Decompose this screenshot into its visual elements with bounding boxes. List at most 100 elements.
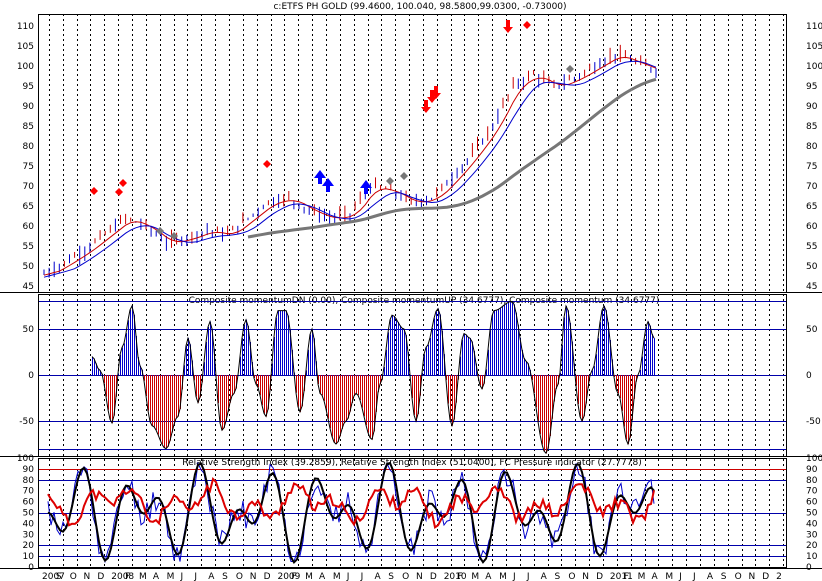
y-tick-label-left: 50 <box>23 325 35 335</box>
y-tick-label-left: 60 <box>23 222 35 232</box>
y-tick-label-right: 80 <box>806 142 818 152</box>
x-tick-label: A <box>651 572 658 581</box>
x-tick-label: 2011 <box>610 572 633 581</box>
signal-diamond-marker <box>386 177 394 185</box>
y-tick-label-right: 100 <box>806 454 822 464</box>
x-tick-label: 2 <box>776 572 782 581</box>
x-tick-label: M <box>638 572 646 581</box>
x-tick-label: O <box>735 572 742 581</box>
y-tick-label-right: 50 <box>806 509 818 519</box>
x-tick-label: 2008 <box>111 572 134 581</box>
y-tick-label-left: 50 <box>23 509 35 519</box>
rsi-black-line <box>47 461 655 565</box>
x-tick-label: D <box>264 572 271 581</box>
y-tick-label-right: 90 <box>806 102 818 112</box>
x-tick-label: M <box>139 572 147 581</box>
price-panel-title: c:ETFS PH GOLD (99.4600, 100.040, 98.580… <box>273 2 566 12</box>
y-tick-label-left: 100 <box>17 62 34 72</box>
signal-diamond-marker <box>115 188 123 196</box>
y-tick-label-left: 110 <box>17 22 34 32</box>
ma-short-line <box>43 56 657 276</box>
y-tick-label-left: 85 <box>23 122 34 132</box>
x-tick-label: J <box>193 572 197 581</box>
x-tick-label: F <box>291 572 296 581</box>
y-tick-label-left: 70 <box>23 487 35 497</box>
x-tick-label: D <box>596 572 603 581</box>
ma-long-line <box>247 77 657 239</box>
y-tick-label-right: 110 <box>806 22 822 32</box>
x-tick-label: S <box>222 572 228 581</box>
y-tick-label-right: 20 <box>806 541 818 551</box>
y-tick-label-right: 45 <box>806 282 817 292</box>
x-tick-label: D <box>97 572 104 581</box>
rsi-blue-line <box>47 461 655 564</box>
x-tick-label: S <box>388 572 394 581</box>
signal-diamond-marker <box>263 160 271 168</box>
y-tick-label-right: 90 <box>806 465 818 475</box>
x-tick-label: M <box>665 572 673 581</box>
x-tick-label: M <box>471 572 479 581</box>
x-tick-label: A <box>208 572 215 581</box>
signal-diamond-marker <box>170 232 178 240</box>
y-tick-label-left: 65 <box>23 202 34 212</box>
y-tick-label-right: 105 <box>806 42 822 52</box>
signal-diamond-marker <box>119 179 127 187</box>
y-tick-label-right: 100 <box>806 62 822 72</box>
x-tick-label: 2009 <box>277 572 300 581</box>
y-tick-label-left: 80 <box>23 142 35 152</box>
y-tick-label-right: -50 <box>806 417 821 427</box>
signal-diamond-marker <box>566 65 574 73</box>
x-tick-label: J <box>360 572 364 581</box>
x-tick-label: A <box>153 572 160 581</box>
x-tick-label: M <box>333 572 341 581</box>
x-tick-label: O <box>236 572 243 581</box>
ma-medium-line <box>43 60 657 278</box>
x-tick-label: D <box>762 572 769 581</box>
sell-arrow-marker <box>421 100 431 113</box>
momentum-line <box>91 300 655 455</box>
buy-arrow-marker <box>322 178 334 192</box>
x-tick-label: M <box>305 572 313 581</box>
x-tick-label: N <box>748 572 755 581</box>
y-tick-label-left: 75 <box>23 162 34 172</box>
x-tick-label: O <box>568 572 575 581</box>
buy-arrow-marker <box>360 180 372 194</box>
y-tick-label-left: 50 <box>23 262 35 272</box>
x-tick-label: D <box>430 572 437 581</box>
x-tick-label: O <box>70 572 77 581</box>
price-panel: c:ETFS PH GOLD (99.4600, 100.040, 98.580… <box>17 2 822 292</box>
y-tick-label-left: 60 <box>23 498 35 508</box>
x-tick-label: N <box>250 572 257 581</box>
y-tick-label-right: 40 <box>806 519 818 529</box>
x-tick-label: N <box>84 572 91 581</box>
x-tick-label: F <box>624 572 629 581</box>
y-tick-label-right: 70 <box>806 182 818 192</box>
x-tick-label: 2010 <box>444 572 467 581</box>
y-tick-label-left: 95 <box>23 82 34 92</box>
signal-diamond-marker <box>90 187 98 195</box>
x-tick-label: N <box>582 572 589 581</box>
y-tick-label-right: 95 <box>806 82 817 92</box>
y-tick-label-right: 75 <box>806 162 817 172</box>
y-tick-label-left: 105 <box>17 42 34 52</box>
y-tick-label-left: 45 <box>23 282 34 292</box>
y-tick-label-right: 60 <box>806 498 818 508</box>
y-tick-label-left: 0 <box>28 371 34 381</box>
y-tick-label-right: 65 <box>806 202 817 212</box>
signal-diamond-marker <box>400 172 408 180</box>
sell-arrow-marker <box>431 86 441 99</box>
panel-border <box>38 458 787 568</box>
x-tick-label: J <box>678 572 682 581</box>
x-tick-label: A <box>541 572 548 581</box>
y-tick-label-left: -50 <box>19 417 34 427</box>
y-tick-label-right: 10 <box>806 552 818 562</box>
y-tick-label-right: 0 <box>806 371 812 381</box>
x-tick-label: M <box>499 572 507 581</box>
rsi-panel: Relative Strength Index (39.2859), Relat… <box>17 454 822 573</box>
x-tick-label: S <box>56 572 62 581</box>
y-tick-label-left: 90 <box>23 102 35 112</box>
y-tick-label-left: 20 <box>23 541 35 551</box>
